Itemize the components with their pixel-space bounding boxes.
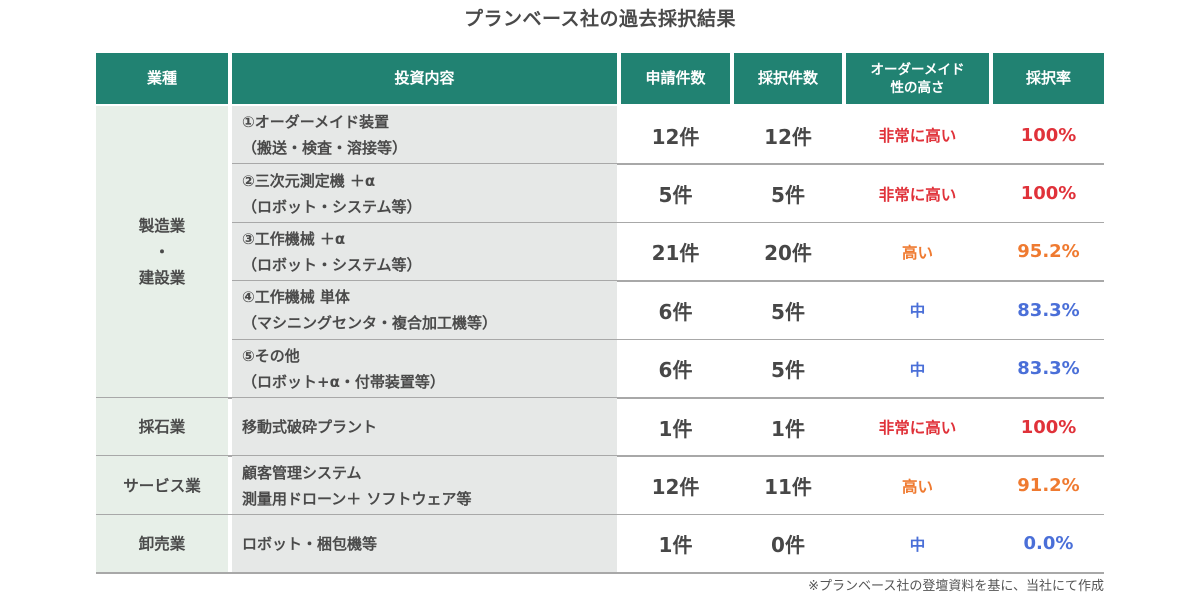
custom-level: 高い <box>901 243 933 262</box>
applications-count: 12件 <box>651 475 700 500</box>
adoptions-count: 5件 <box>771 358 805 383</box>
industry-cell: 採石業 <box>96 398 228 457</box>
investment-cell: 顧客管理システム測量用ドローン＋ ソフトウェア等 <box>232 456 617 515</box>
custom-level: 高い <box>901 477 933 496</box>
investment-line1: ⑤その他 <box>242 346 300 365</box>
applications-count: 6件 <box>658 358 693 383</box>
custom-level: 非常に高い <box>878 419 957 438</box>
header-rate: 採択率 <box>993 53 1104 104</box>
applications-count: 21件 <box>651 241 700 266</box>
row-divider <box>96 397 1104 399</box>
row-divider <box>96 455 1104 457</box>
header-custom-line1: オーダーメイド <box>870 61 965 78</box>
adoption-rate: 0.0% <box>1023 533 1074 555</box>
industry-cell: 卸売業 <box>96 514 228 574</box>
investment-cell: 移動式破砕プラント <box>232 398 617 457</box>
investment-line1: 移動式破砕プラント <box>242 418 378 437</box>
adoption-rate: 83.3% <box>1017 299 1080 321</box>
adoptions-count: 5件 <box>771 183 805 208</box>
investment-line2: 測量用ドローン＋ ソフトウェア等 <box>242 489 472 508</box>
page-title: プランベース社の過去採択結果 <box>463 8 737 30</box>
applications-count: 12件 <box>651 124 700 149</box>
adoptions-count: 5件 <box>771 299 805 324</box>
header-custom-line2: 性の高さ <box>890 79 945 96</box>
investment-line1: 顧客管理システム <box>242 463 362 482</box>
adoptions-count: 0件 <box>771 533 805 558</box>
investment-cell: ④工作機械 単体 （マシニングセンタ・複合加工機等） <box>232 281 617 340</box>
row-divider <box>96 513 1104 516</box>
adoption-rate: 91.2% <box>1017 475 1080 497</box>
custom-level: 中 <box>909 535 926 554</box>
applications-count: 1件 <box>658 416 693 441</box>
investment-line1: ロボット・梱包機等 <box>242 534 378 553</box>
adoption-rate: 100% <box>1020 124 1077 146</box>
header-investment: 投資内容 <box>232 53 617 104</box>
investment-line1: ③工作機械 ＋α <box>242 229 346 248</box>
row-divider <box>232 338 1104 341</box>
header-adoptions: 採択件数 <box>734 53 842 104</box>
applications-count: 5件 <box>658 183 693 208</box>
footnote: ※プランベース社の登壇資料を基に、当社にて作成 <box>808 579 1104 594</box>
header-applications: 申請件数 <box>621 53 730 104</box>
custom-level: 非常に高い <box>878 127 957 146</box>
industry-label: 建設業 <box>138 269 186 287</box>
investment-line2: （ロボット・システム等） <box>242 197 422 216</box>
header-custom-level: オーダーメイド 性の高さ <box>846 53 989 104</box>
investment-line2: （搬送・検査・溶接等） <box>242 139 408 158</box>
investment-cell: ②三次元測定機 ＋α （ロボット・システム等） <box>232 164 617 223</box>
investment-line1: ①オーダーメイド装置 <box>242 113 390 132</box>
applications-count: 1件 <box>658 533 693 558</box>
investment-cell: ①オーダーメイド装置 （搬送・検査・溶接等） <box>232 106 617 165</box>
industry-label: 製造業 <box>138 217 186 235</box>
investment-cell: ⑤その他 （ロボット+α・付帯装置等） <box>232 339 617 398</box>
industry-label: サービス業 <box>123 476 201 495</box>
adoptions-count: 12件 <box>764 124 812 149</box>
investment-line1: ②三次元測定機 ＋α <box>242 171 376 190</box>
investment-line1: ④工作機械 単体 <box>242 288 350 307</box>
investment-line2: （ロボット+α・付帯装置等） <box>242 372 445 391</box>
industry-cell: サービス業 <box>96 456 228 515</box>
adoption-rate: 100% <box>1020 183 1077 205</box>
investment-cell: ③工作機械 ＋α （ロボット・システム等） <box>232 222 617 282</box>
adoption-rate: 83.3% <box>1017 358 1080 380</box>
investment-line2: （ロボット・システム等） <box>242 255 422 274</box>
adoptions-count: 1件 <box>771 416 805 441</box>
custom-level: 中 <box>909 302 926 321</box>
adoptions-count: 20件 <box>764 241 812 266</box>
industry-label: 採石業 <box>138 418 186 437</box>
header-industry: 業種 <box>96 53 228 104</box>
industry-label: 卸売業 <box>138 534 186 553</box>
adoption-rate: 100% <box>1020 416 1077 438</box>
custom-level: 非常に高い <box>878 185 957 204</box>
applications-count: 6件 <box>658 299 693 324</box>
adoptions-count: 11件 <box>764 475 812 500</box>
investment-line2: （マシニングセンタ・複合加工機等） <box>242 314 498 333</box>
adoption-rate: 95.2% <box>1017 241 1080 263</box>
row-divider <box>232 221 1104 224</box>
row-divider <box>232 163 1104 165</box>
industry-label: ・ <box>154 243 170 261</box>
row-divider <box>232 280 1104 282</box>
investment-cell: ロボット・梱包機等 <box>232 514 617 574</box>
custom-level: 中 <box>909 360 926 379</box>
row-divider <box>96 572 1104 574</box>
industry-cell: 製造業・建設業 <box>96 106 228 398</box>
